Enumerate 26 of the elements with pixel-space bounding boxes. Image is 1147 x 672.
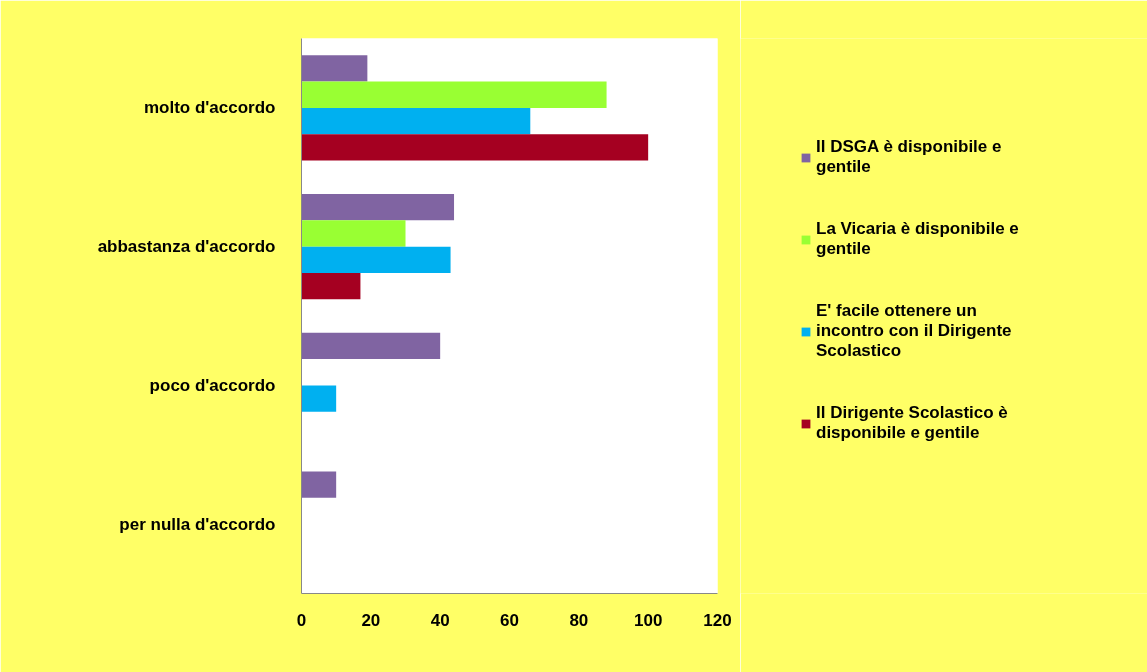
bar	[301, 193, 455, 221]
bar	[301, 246, 451, 273]
legend-label: Il DSGA è disponibile e gentile	[816, 137, 1002, 177]
bar	[301, 385, 337, 412]
bar	[301, 471, 337, 498]
x-tick-label: 120	[703, 610, 732, 630]
x-tick-label: 20	[361, 610, 381, 630]
legend-label: E' facile ottenere un incontro con il Dirigente Scolastico	[816, 301, 1012, 361]
y-tick-label: abbastanza d'accordo	[97, 237, 276, 257]
bar	[301, 272, 361, 300]
bar	[301, 220, 406, 247]
y-tick-label: per nulla d'accordo	[119, 514, 276, 534]
bar	[301, 332, 441, 360]
bar	[301, 134, 649, 161]
legend-label: La Vicaria è disponibile e gentile	[816, 219, 1019, 259]
bar	[301, 107, 531, 135]
y-tick-label: poco d'accordo	[149, 375, 276, 395]
x-tick-label: 80	[569, 610, 589, 630]
x-tick-label: 0	[296, 610, 307, 630]
legend-label: Il Dirigente Scolastico è disponibile e gentile	[816, 403, 1008, 443]
bar	[301, 55, 368, 82]
x-tick-label: 100	[633, 610, 663, 630]
bar	[301, 81, 607, 108]
x-tick-label: 60	[500, 610, 519, 630]
y-tick-label: molto d'accordo	[143, 98, 276, 118]
x-tick-label: 40	[430, 610, 450, 630]
